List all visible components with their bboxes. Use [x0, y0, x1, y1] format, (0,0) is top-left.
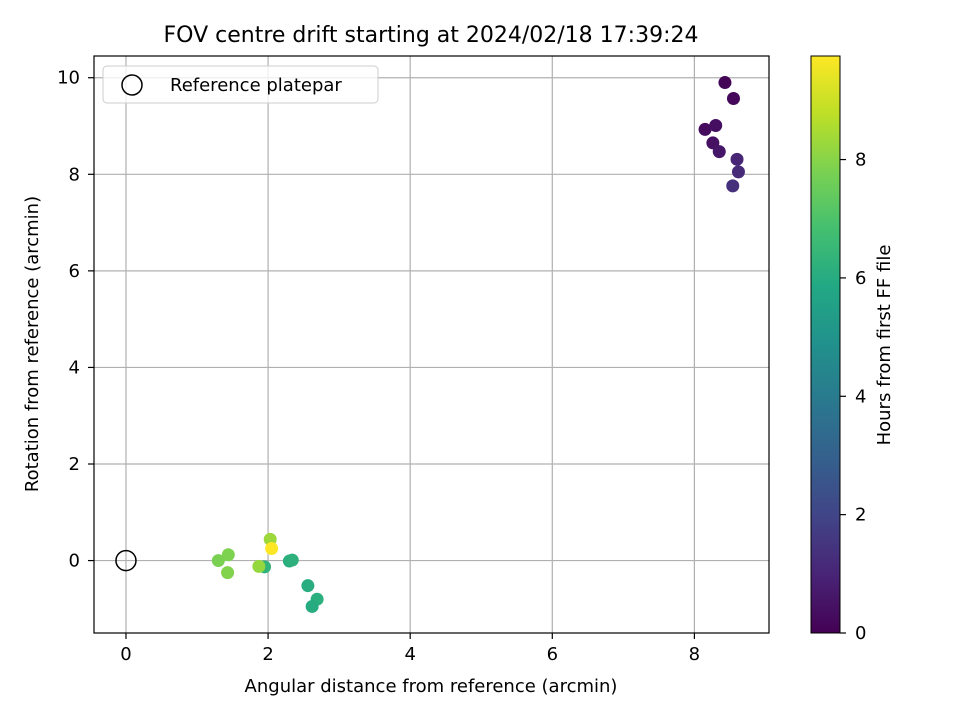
colorbar: 0 2 4 6 8 Hours from first FF file [810, 55, 895, 644]
colorbar-tick-label: 8 [855, 150, 866, 171]
x-axis-label: Angular distance from reference (arcmin) [245, 676, 618, 697]
y-tick-label: 10 [57, 68, 80, 89]
y-tick-label: 8 [69, 164, 80, 185]
reference-layer [115, 549, 137, 572]
legend-marker-icon [121, 74, 143, 96]
data-point [712, 145, 726, 159]
x-tick-label: 4 [404, 644, 415, 665]
data-point [709, 119, 723, 133]
x-axis-ticks: 0 2 4 6 8 [120, 633, 700, 665]
plot-frame [93, 55, 770, 634]
y-tick-label: 2 [69, 454, 80, 475]
data-point [221, 566, 235, 580]
colorbar-ticks: 0 2 4 6 8 [840, 150, 866, 644]
colorbar-label: Hours from first FF file [874, 245, 895, 446]
data-point [305, 599, 319, 613]
data-point [726, 179, 740, 193]
x-tick-label: 0 [120, 644, 131, 665]
x-tick-label: 8 [689, 644, 700, 665]
data-point [265, 542, 279, 556]
colorbar-tick-label: 0 [855, 623, 866, 644]
grid-lines [94, 56, 769, 633]
data-point [726, 91, 740, 105]
x-tick-label: 2 [262, 644, 273, 665]
data-point [252, 559, 266, 573]
y-axis-label: Rotation from reference (arcmin) [22, 196, 43, 492]
data-points [211, 76, 745, 613]
colorbar-tick-label: 6 [855, 268, 866, 289]
x-tick-label: 6 [547, 644, 558, 665]
legend-label: Reference platepar [170, 75, 342, 96]
y-axis-ticks: 0 2 4 6 8 10 [57, 68, 94, 572]
data-point [285, 553, 299, 567]
data-point [731, 165, 745, 179]
y-tick-label: 6 [69, 261, 80, 282]
colorbar-tick-label: 2 [855, 505, 866, 526]
legend: Reference platepar [102, 65, 379, 104]
reference-platepar-marker [115, 549, 137, 572]
legend-box [102, 65, 379, 104]
y-tick-label: 0 [69, 551, 80, 572]
data-point [211, 554, 225, 568]
colorbar-tick-label: 4 [855, 386, 866, 407]
data-point [301, 579, 315, 593]
chart-title: FOV centre drift starting at 2024/02/18 … [164, 23, 699, 48]
y-tick-label: 4 [69, 357, 80, 378]
data-point [698, 122, 712, 136]
data-point [730, 152, 744, 166]
colorbar-gradient [810, 55, 841, 634]
data-point [221, 548, 235, 562]
data-point [718, 76, 732, 90]
